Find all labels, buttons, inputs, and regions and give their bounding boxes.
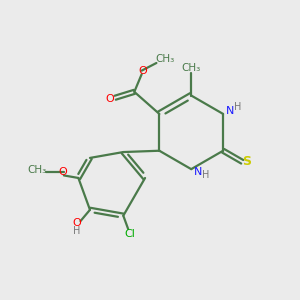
Text: O: O [139,66,148,76]
Text: N: N [225,106,234,116]
Text: O: O [106,94,114,104]
Text: S: S [242,155,251,168]
Text: CH₃: CH₃ [156,55,175,64]
Text: O: O [58,167,67,177]
Text: H: H [73,226,81,236]
Text: N: N [194,167,202,177]
Text: CH₃: CH₃ [182,63,201,73]
Text: CH₃: CH₃ [27,165,46,175]
Text: O: O [73,218,81,228]
Text: H: H [234,103,242,112]
Text: Cl: Cl [124,229,135,239]
Text: H: H [202,170,210,180]
